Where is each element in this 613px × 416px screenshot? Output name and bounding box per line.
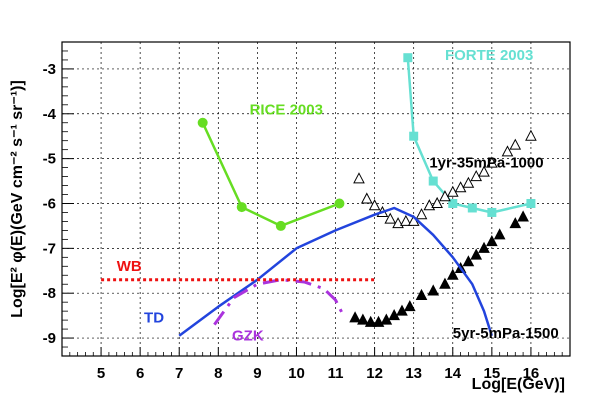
data-point-5yr-5mpa-1500: [439, 277, 451, 289]
series-gzk: [213, 278, 345, 326]
data-point-5yr-5mpa-1500: [364, 315, 377, 327]
x-tick-label: 5: [97, 365, 105, 382]
tick-labels: 5 6 7 8 9 10 11 12 13 14 15 16 -9 -8 -7 -6 -5 -4 -3: [43, 61, 540, 382]
annotation-rice-2003: RICE 2003: [250, 102, 323, 119]
data-point-rice-2003: [236, 202, 247, 213]
data-point-1yr-35mpa-1000: [368, 199, 381, 211]
data-point-1yr-35mpa-1000: [431, 196, 443, 208]
x-tick-label: 16: [523, 365, 540, 382]
data-point-5yr-5mpa-1500: [427, 284, 440, 296]
x-tick-label: 11: [328, 365, 344, 382]
data-point-1yr-35mpa-1000: [501, 145, 514, 157]
data-point-1yr-35mpa-1000: [415, 208, 428, 220]
y-tick-label: -6: [43, 195, 56, 212]
data-point-1yr-35mpa-1000: [486, 156, 498, 168]
annotation-wb: WB: [117, 258, 142, 275]
data-point-5yr-5mpa-1500: [415, 288, 428, 300]
data-point-5yr-5mpa-1500: [509, 217, 522, 229]
data-point-5yr-5mpa-1500: [446, 268, 459, 280]
grid: [62, 42, 570, 356]
x-tick-label: 14: [444, 365, 461, 382]
data-point-forte-2003: [448, 198, 458, 208]
plot-frame: [61, 41, 571, 357]
data-point-5yr-5mpa-1500: [493, 228, 506, 240]
x-tick-label: 8: [214, 365, 222, 382]
series-layer: [101, 53, 537, 337]
data-point-5yr-5mpa-1500: [470, 248, 483, 260]
data-point-forte-2003: [526, 198, 536, 208]
x-axis-title: Log[E(GeV)]: [472, 376, 565, 393]
data-point-1yr-35mpa-1000: [525, 129, 537, 141]
data-point-1yr-35mpa-1000: [509, 138, 522, 150]
x-tick-label: 12: [366, 365, 383, 382]
data-point-rice-2003: [334, 198, 345, 209]
series-5yr-5mpa-1500: [349, 210, 529, 327]
data-point-forte-2003: [403, 53, 413, 63]
y-tick-label: -5: [43, 151, 56, 168]
x-tick-label: 13: [405, 365, 422, 382]
annotation-gzk: GZK: [232, 327, 264, 344]
series-line-gzk: [213, 278, 345, 326]
x-tick-label: 10: [288, 365, 305, 382]
data-point-1yr-35mpa-1000: [400, 214, 412, 226]
data-point-1yr-35mpa-1000: [360, 192, 373, 204]
data-point-forte-2003: [409, 131, 419, 141]
data-point-forte-2003: [487, 207, 497, 217]
y-tick-label: -8: [43, 285, 56, 302]
data-point-1yr-35mpa-1000: [478, 165, 490, 177]
data-point-5yr-5mpa-1500: [462, 255, 475, 267]
data-point-5yr-5mpa-1500: [478, 241, 490, 253]
y-tick-label: -4: [43, 106, 57, 123]
annotation-1yr-35mpa-1000: 1yr-35mPa-1000: [429, 155, 543, 172]
axis-ticks: [62, 41, 563, 357]
data-point-5yr-5mpa-1500: [357, 313, 369, 325]
series-1yr-35mpa-1000: [353, 129, 537, 229]
data-point-rice-2003: [275, 220, 286, 231]
data-point-forte-2003: [467, 203, 477, 213]
annotations: RICE 2003 FORTE 2003 1yr-35mPa-1000 5yr-5mP…: [117, 47, 559, 344]
annotation-5yr-5mpa-1500: 5yr-5mPa-1500: [453, 325, 559, 342]
data-point-forte-2003: [428, 176, 438, 186]
x-tick-label: 9: [253, 365, 261, 382]
series-line-rice-2003: [201, 122, 340, 228]
y-axis-title: Log[E² φ(E)(GeV cm⁻² s⁻¹ sr⁻¹)]: [9, 80, 26, 318]
x-tick-label: 15: [484, 365, 501, 382]
x-tick-label: 6: [136, 365, 144, 382]
y-tick-label: -3: [43, 61, 56, 78]
data-point-1yr-35mpa-1000: [384, 212, 397, 224]
x-tick-label: 7: [175, 365, 183, 382]
data-point-5yr-5mpa-1500: [517, 210, 529, 222]
data-point-rice-2003: [197, 117, 208, 128]
series-forte-2003: [403, 53, 536, 217]
data-point-5yr-5mpa-1500: [403, 300, 416, 312]
y-tick-label: -9: [43, 330, 56, 347]
y-tick-label: -7: [43, 240, 56, 257]
series-rice-2003: [197, 117, 345, 231]
annotation-td: TD: [144, 309, 164, 326]
data-point-5yr-5mpa-1500: [486, 235, 498, 247]
data-point-5yr-5mpa-1500: [349, 311, 361, 323]
data-point-1yr-35mpa-1000: [462, 176, 475, 188]
data-point-1yr-35mpa-1000: [353, 172, 365, 184]
annotation-forte-2003: FORTE 2003: [445, 47, 533, 64]
